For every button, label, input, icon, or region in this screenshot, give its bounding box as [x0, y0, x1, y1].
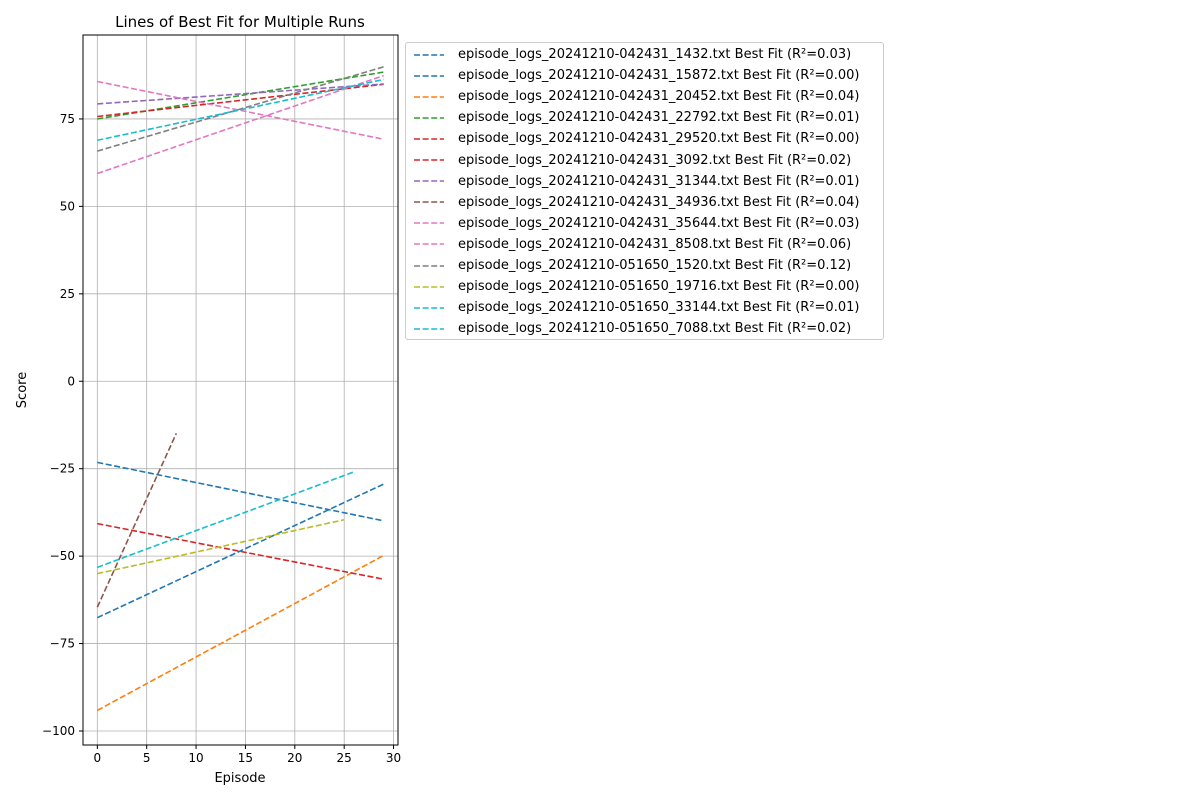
- y-tick-label: 25: [60, 287, 75, 301]
- legend-entry: episode_logs_20241210-042431_22792.txt B…: [414, 107, 859, 128]
- series-line-1: [97, 461, 384, 522]
- legend-entry: episode_logs_20241210-042431_15872.txt B…: [414, 65, 859, 86]
- series-line-12: [97, 518, 345, 575]
- legend-entry: episode_logs_20241210-051650_19716.txt B…: [414, 276, 859, 297]
- y-tick-label: −100: [42, 724, 75, 738]
- y-tick-label: −25: [50, 462, 75, 476]
- y-tick-label: −50: [50, 549, 75, 563]
- legend-swatch: [414, 306, 444, 309]
- legend-entry: episode_logs_20241210-051650_1520.txt Be…: [414, 255, 851, 276]
- legend-label: episode_logs_20241210-042431_1432.txt Be…: [458, 47, 852, 62]
- legend-swatch: [414, 243, 444, 246]
- series-line-11: [97, 66, 384, 152]
- legend-entry: episode_logs_20241210-042431_20452.txt B…: [414, 86, 859, 107]
- legend-swatch: [414, 180, 444, 182]
- legend-label: episode_logs_20241210-051650_7088.txt Be…: [458, 321, 852, 337]
- x-tick-label: 5: [143, 751, 151, 765]
- legend-label: episode_logs_20241210-051650_19716.txt B…: [458, 279, 860, 295]
- legend-entry: episode_logs_20241210-051650_33144.txt B…: [414, 297, 859, 318]
- legend-entry: episode_logs_20241210-042431_29520.txt B…: [414, 128, 859, 149]
- legend-entry: episode_logs_20241210-051650_7088.txt Be…: [414, 318, 851, 339]
- legend-label: episode_logs_20241210-042431_35644.txt B…: [458, 215, 860, 231]
- x-tick-label: 30: [386, 751, 401, 765]
- legend-label: episode_logs_20241210-042431_29520.txt B…: [458, 131, 860, 147]
- grid: [83, 35, 398, 745]
- legend-label: episode_logs_20241210-051650_33144.txt B…: [458, 300, 860, 316]
- legend-label: episode_logs_20241210-042431_8508.txt Be…: [458, 236, 852, 252]
- x-tick-label: 10: [188, 751, 203, 765]
- legend-swatch: [414, 53, 444, 56]
- legend-label: episode_logs_20241210-042431_3092.txt Be…: [458, 152, 852, 168]
- axis-ticks: 0 5 10 15 20 25 30 −100 −75 −50 −25 0 25 50 75: [42, 112, 401, 765]
- y-tick-label: 50: [60, 199, 75, 213]
- y-tick-label: −75: [50, 637, 75, 651]
- legend-entry: episode_logs_20241210-042431_1432.txt Be…: [414, 44, 851, 65]
- series-lines: [96, 66, 385, 712]
- legend-label: episode_logs_20241210-051650_1520.txt Be…: [458, 258, 852, 273]
- legend-swatch: [414, 95, 444, 98]
- series-line-13: [97, 471, 355, 569]
- legend-label: episode_logs_20241210-042431_34936.txt B…: [458, 194, 860, 210]
- legend-entry: episode_logs_20241210-042431_31344.txt B…: [414, 171, 859, 192]
- y-axis-label: Score: [15, 372, 30, 408]
- y-tick-label: 0: [67, 374, 75, 388]
- series-line-9: [97, 74, 384, 175]
- series-line-8: [96, 433, 178, 608]
- x-tick-label: 15: [238, 751, 253, 765]
- legend-swatch: [414, 285, 444, 288]
- legend-swatch: [414, 264, 444, 267]
- chart-title: Lines of Best Fit for Multiple Runs: [115, 13, 365, 31]
- legend-entry: episode_logs_20241210-042431_35644.txt B…: [414, 213, 859, 234]
- series-line-14: [97, 78, 384, 142]
- legend-entry: episode_logs_20241210-042431_8508.txt Be…: [414, 234, 851, 255]
- legend: episode_logs_20241210-042431_1432.txt Be…: [405, 42, 884, 340]
- series-line-2: [96, 483, 385, 619]
- series-line-3: [96, 554, 385, 712]
- legend-swatch: [414, 201, 444, 203]
- legend-swatch: [414, 74, 444, 77]
- series-line-5: [97, 522, 384, 581]
- legend-swatch: [414, 116, 444, 119]
- legend-entry: episode_logs_20241210-042431_34936.txt B…: [414, 192, 859, 213]
- legend-label: episode_logs_20241210-042431_15872.txt B…: [458, 68, 860, 84]
- legend-swatch: [414, 327, 444, 330]
- legend-entry: episode_logs_20241210-042431_3092.txt Be…: [414, 150, 851, 171]
- legend-label: episode_logs_20241210-042431_20452.txt B…: [458, 89, 860, 105]
- x-tick-label: 25: [337, 751, 352, 765]
- legend-swatch: [414, 138, 444, 140]
- legend-label: episode_logs_20241210-042431_31344.txt B…: [458, 173, 860, 189]
- series-line-6: [97, 83, 384, 118]
- series-line-7: [97, 83, 384, 105]
- legend-swatch: [414, 222, 444, 225]
- y-tick-label: 75: [60, 112, 75, 126]
- x-tick-label: 0: [93, 751, 101, 765]
- series-line-10: [97, 80, 384, 141]
- legend-label: episode_logs_20241210-042431_22792.txt B…: [458, 110, 860, 126]
- x-tick-label: 20: [287, 751, 302, 765]
- legend-swatch: [414, 159, 444, 161]
- x-axis-label: Episode: [214, 771, 265, 786]
- plot-frame: [82, 34, 399, 746]
